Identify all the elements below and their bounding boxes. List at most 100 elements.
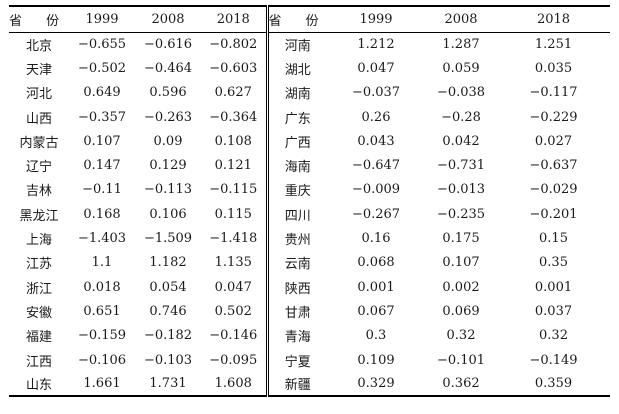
value-cell: −0.037 <box>351 85 401 101</box>
value-cell: −0.146 <box>209 328 258 344</box>
value-cell: 0.651 <box>83 303 121 319</box>
value-cell: 1.212 <box>357 36 395 52</box>
value-cell: 1.287 <box>442 36 480 52</box>
value-cell: 0.109 <box>357 352 395 368</box>
province-header: 省 份 <box>265 6 327 32</box>
year-header: 1999 <box>359 11 393 27</box>
value-cell: −0.616 <box>143 36 193 52</box>
value-cell: −0.201 <box>529 206 578 222</box>
province-cell: 河北 <box>25 87 52 103</box>
table-row: 山西 −0.357 −0.263 −0.364 广东 0.26 −0.28 −0.229 <box>9 104 610 130</box>
value-cell: −1.509 <box>143 231 193 247</box>
header-row: 省 份 1999 2008 2018 省 份 1999 2008 2018 <box>9 6 610 32</box>
province-cell: 山西 <box>25 111 52 127</box>
table-row: 福建 −0.159 −0.182 −0.146 青海 0.3 0.32 0.32 <box>9 323 610 348</box>
value-cell: −0.11 <box>82 182 122 198</box>
value-cell: 0.32 <box>446 328 476 344</box>
value-cell: 0.15 <box>539 231 568 247</box>
value-cell: 0.3 <box>365 328 387 344</box>
value-cell: −0.106 <box>77 352 127 368</box>
year-header: 2018 <box>536 11 571 27</box>
table-row: 辽宁 0.147 0.129 0.121 海南 −0.647 −0.731 −0.637 <box>9 153 610 178</box>
value-cell: 0.329 <box>357 376 395 392</box>
value-cell: 0.107 <box>83 133 121 149</box>
value-cell: −0.229 <box>529 109 578 125</box>
value-cell: −0.113 <box>143 182 193 198</box>
province-cell: 广西 <box>265 129 327 154</box>
province-cell: 江苏 <box>25 257 52 273</box>
province-cell: 福建 <box>25 330 52 346</box>
value-cell: 1.661 <box>83 376 121 392</box>
table-row: 浙江 0.018 0.054 0.047 陕西 0.001 0.002 0.001 <box>9 274 610 300</box>
value-cell: 0.32 <box>539 328 568 344</box>
province-cell: 江西 <box>25 354 52 370</box>
value-cell: 0.043 <box>357 133 395 149</box>
value-cell: 0.359 <box>534 376 573 392</box>
province-cell: 甘肃 <box>265 299 327 324</box>
value-cell: 1.182 <box>149 255 187 271</box>
value-cell: −0.603 <box>209 60 258 76</box>
value-cell: 0.047 <box>214 279 252 295</box>
value-cell: 1.731 <box>149 376 187 392</box>
value-cell: 1.135 <box>214 255 252 271</box>
value-cell: 0.649 <box>83 85 121 101</box>
value-cell: 0.037 <box>534 303 573 319</box>
province-cell: 山东 <box>25 378 52 394</box>
value-cell: −0.731 <box>436 158 486 174</box>
value-cell: −1.403 <box>77 231 127 247</box>
value-cell: −0.009 <box>351 182 401 198</box>
value-cell: 0.042 <box>442 133 480 149</box>
province-cell: 安徽 <box>25 305 52 321</box>
table-row: 上海 −1.403 −1.509 −1.418 贵州 0.16 0.175 0.15 <box>9 226 610 251</box>
value-cell: −0.655 <box>77 36 127 52</box>
value-cell: 0.35 <box>539 255 568 271</box>
table-body: 北京 −0.655 −0.616 −0.802 河南 1.212 1.287 1.251 天津 −… <box>9 32 610 397</box>
value-cell: −0.502 <box>77 60 127 76</box>
table-row: 北京 −0.655 −0.616 −0.802 河南 1.212 1.287 1.251 <box>9 32 610 57</box>
province-cell: 黑龙江 <box>19 208 59 224</box>
value-cell: 0.26 <box>361 109 391 125</box>
province-cell: 湖北 <box>265 56 327 81</box>
province-cell: 浙江 <box>25 281 52 297</box>
value-cell: 0.502 <box>214 303 252 319</box>
table-row: 山东 1.661 1.731 1.608 新疆 0.329 0.362 0.359 <box>9 372 610 397</box>
province-cell: 河南 <box>265 32 327 57</box>
value-cell: −0.637 <box>529 158 578 174</box>
table-row: 江苏 1.1 1.182 1.135 云南 0.068 0.107 0.35 <box>9 250 610 275</box>
value-cell: −0.263 <box>143 109 193 125</box>
value-cell: 1.1 <box>91 255 113 271</box>
year-header: 2008 <box>151 11 185 27</box>
value-cell: 0.002 <box>442 279 480 295</box>
table-row: 吉林 −0.11 −0.113 −0.115 重庆 −0.009 −0.013 −0.029 <box>9 177 610 203</box>
value-cell: 0.09 <box>153 133 183 149</box>
province-cell: 广东 <box>265 104 327 130</box>
value-cell: 0.107 <box>442 255 480 271</box>
value-cell: −0.117 <box>529 85 578 101</box>
value-cell: 0.108 <box>214 133 252 149</box>
value-cell: 0.362 <box>442 376 480 392</box>
value-cell: 0.16 <box>361 231 391 247</box>
value-cell: −0.013 <box>436 182 486 198</box>
province-cell: 湖南 <box>265 80 327 105</box>
province-cell: 上海 <box>25 233 52 249</box>
province-cell: 陕西 <box>265 274 327 300</box>
value-cell: 0.035 <box>534 60 573 76</box>
data-table: 省 份 1999 2008 2018 省 份 1999 2008 2018 北京… <box>9 5 610 397</box>
value-cell: 0.121 <box>214 158 252 174</box>
value-cell: −0.235 <box>436 206 486 222</box>
value-cell: 0.069 <box>442 303 480 319</box>
value-cell: −0.802 <box>209 36 258 52</box>
value-cell: −0.159 <box>77 328 127 344</box>
value-cell: 0.147 <box>83 158 121 174</box>
value-cell: 0.054 <box>149 279 187 295</box>
province-cell: 青海 <box>265 323 327 348</box>
value-cell: 0.027 <box>534 133 573 149</box>
province-cell: 云南 <box>265 250 327 275</box>
value-cell: 0.068 <box>357 255 395 271</box>
table-row: 江西 −0.106 −0.103 −0.095 宁夏 0.109 −0.101 −0.149 <box>9 347 610 373</box>
value-cell: 0.175 <box>442 231 480 247</box>
value-cell: 0.047 <box>357 60 395 76</box>
province-cell: 重庆 <box>265 177 327 203</box>
value-cell: −0.029 <box>529 182 578 198</box>
